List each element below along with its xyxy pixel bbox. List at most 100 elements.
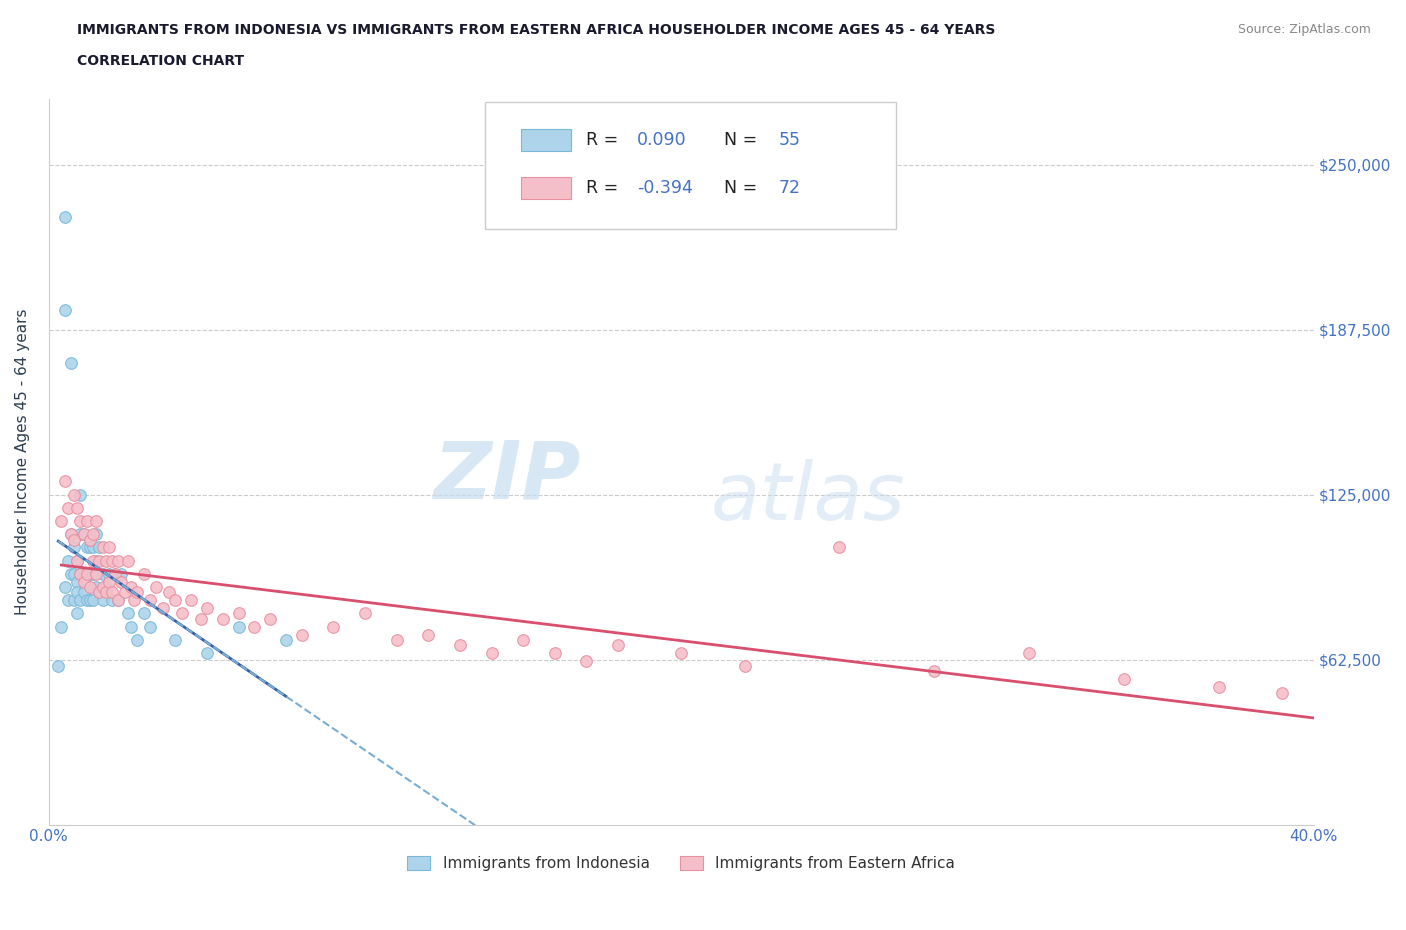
Point: [104, 566, 127, 581]
Point: [110, 575, 132, 590]
Point: [76, 540, 98, 555]
Point: [922, 664, 945, 679]
Point: [82, 553, 104, 568]
Point: [84, 553, 107, 568]
Text: atlas: atlas: [710, 458, 905, 537]
Point: [1018, 645, 1040, 660]
Y-axis label: Householder Income Ages 45 - 64 years: Householder Income Ages 45 - 64 years: [15, 309, 30, 615]
Point: [72, 526, 94, 541]
Point: [84, 566, 107, 581]
Point: [69, 566, 91, 581]
FancyBboxPatch shape: [520, 129, 571, 151]
Text: Source: ZipAtlas.com: Source: ZipAtlas.com: [1237, 23, 1371, 36]
Point: [195, 601, 218, 616]
Point: [66, 606, 89, 621]
Point: [1208, 680, 1230, 695]
Point: [211, 611, 233, 626]
Point: [132, 566, 155, 581]
Point: [107, 592, 129, 607]
Point: [56, 500, 79, 515]
FancyBboxPatch shape: [520, 177, 571, 199]
Point: [104, 566, 127, 581]
Point: [120, 579, 142, 594]
Point: [51, 513, 73, 528]
Point: [89, 585, 111, 600]
Point: [157, 585, 180, 600]
Point: [79, 579, 101, 594]
Point: [56, 553, 79, 568]
Point: [544, 645, 567, 660]
Point: [1271, 685, 1294, 700]
Point: [76, 566, 98, 581]
Point: [152, 601, 174, 616]
FancyBboxPatch shape: [485, 102, 896, 230]
Point: [79, 592, 101, 607]
Point: [89, 540, 111, 555]
Point: [59, 526, 82, 541]
Point: [72, 575, 94, 590]
Point: [607, 638, 630, 653]
Point: [82, 540, 104, 555]
Point: [322, 619, 344, 634]
Point: [127, 585, 149, 600]
Point: [56, 592, 79, 607]
Point: [69, 526, 91, 541]
Point: [97, 575, 120, 590]
Point: [82, 526, 104, 541]
Point: [165, 632, 187, 647]
Point: [101, 553, 124, 568]
Point: [76, 566, 98, 581]
Point: [82, 592, 104, 607]
Point: [79, 532, 101, 547]
Point: [69, 513, 91, 528]
Point: [91, 566, 114, 581]
Point: [94, 579, 117, 594]
Point: [84, 526, 107, 541]
Point: [94, 553, 117, 568]
Point: [117, 553, 139, 568]
Point: [101, 592, 124, 607]
Point: [76, 592, 98, 607]
Point: [69, 487, 91, 502]
Legend: Immigrants from Indonesia, Immigrants from Eastern Africa: Immigrants from Indonesia, Immigrants fr…: [399, 848, 963, 879]
Text: -0.394: -0.394: [637, 179, 693, 197]
Point: [51, 619, 73, 634]
Point: [110, 566, 132, 581]
Point: [145, 579, 167, 594]
Point: [91, 592, 114, 607]
Point: [46, 658, 69, 673]
Point: [117, 606, 139, 621]
Point: [69, 592, 91, 607]
Point: [53, 579, 76, 594]
Point: [59, 566, 82, 581]
Point: [53, 474, 76, 489]
Point: [89, 553, 111, 568]
Point: [72, 566, 94, 581]
Point: [72, 526, 94, 541]
Point: [228, 619, 250, 634]
Point: [165, 592, 187, 607]
Point: [132, 606, 155, 621]
Text: CORRELATION CHART: CORRELATION CHART: [77, 54, 245, 68]
Point: [59, 355, 82, 370]
Point: [94, 585, 117, 600]
Point: [385, 632, 408, 647]
Text: R =: R =: [586, 131, 624, 149]
Point: [66, 585, 89, 600]
Point: [89, 585, 111, 600]
Point: [79, 540, 101, 555]
Point: [79, 566, 101, 581]
Point: [84, 579, 107, 594]
Text: N =: N =: [713, 131, 762, 149]
Point: [449, 638, 471, 653]
Point: [76, 513, 98, 528]
Point: [114, 585, 136, 600]
Point: [63, 566, 86, 581]
Point: [418, 627, 440, 642]
Point: [575, 654, 598, 669]
Text: ZIP: ZIP: [433, 437, 581, 515]
Point: [63, 487, 86, 502]
Point: [53, 302, 76, 317]
Point: [91, 579, 114, 594]
Point: [734, 658, 756, 673]
